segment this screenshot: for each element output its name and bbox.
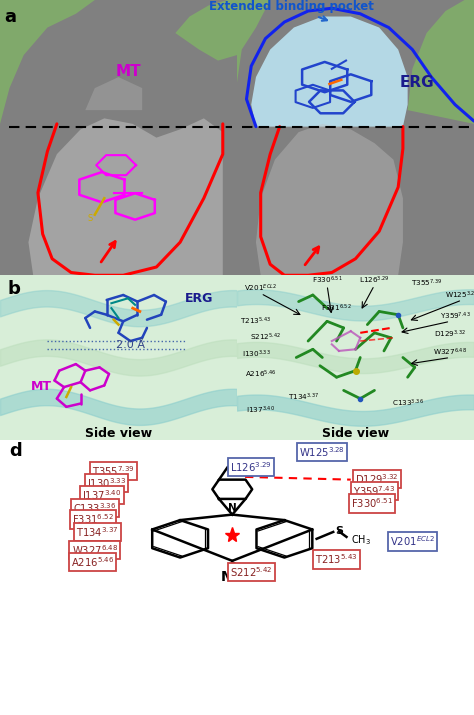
Text: W125$^{3.28}$: W125$^{3.28}$ xyxy=(300,445,345,459)
Text: I130$^{3.33}$: I130$^{3.33}$ xyxy=(242,348,270,360)
Text: ERG: ERG xyxy=(185,292,213,305)
Text: Extended binding pocket: Extended binding pocket xyxy=(209,1,374,21)
Text: C133$^{3.36}$: C133$^{3.36}$ xyxy=(73,501,117,515)
Text: I137$^{3.40}$: I137$^{3.40}$ xyxy=(246,405,275,416)
Text: I137$^{3.40}$: I137$^{3.40}$ xyxy=(82,488,121,502)
Text: d: d xyxy=(9,443,22,460)
Text: F330$^{6.51}$: F330$^{6.51}$ xyxy=(351,497,393,511)
Text: Orthosteric binding pocket: Orthosteric binding pocket xyxy=(137,296,337,310)
Text: Side view: Side view xyxy=(322,427,389,440)
Text: a: a xyxy=(5,9,17,26)
Text: MT: MT xyxy=(115,64,141,79)
Text: T355$^{7.39}$: T355$^{7.39}$ xyxy=(411,278,442,289)
Text: S: S xyxy=(336,526,344,536)
Text: I130$^{3.33}$: I130$^{3.33}$ xyxy=(87,476,126,490)
Text: S212$^{5.42}$: S212$^{5.42}$ xyxy=(250,332,281,343)
Text: F331$^{6.52}$: F331$^{6.52}$ xyxy=(321,302,352,314)
Text: T355$^{7.39}$: T355$^{7.39}$ xyxy=(92,464,135,478)
Text: L126$^{3.29}$: L126$^{3.29}$ xyxy=(230,460,272,474)
Text: Y359$^{7.43}$: Y359$^{7.43}$ xyxy=(440,311,470,322)
Text: F331$^{6.52}$: F331$^{6.52}$ xyxy=(73,513,114,526)
Text: MT: MT xyxy=(220,571,244,584)
Text: C133$^{3.36}$: C133$^{3.36}$ xyxy=(392,398,424,409)
Text: V201$^{ECL2}$: V201$^{ECL2}$ xyxy=(390,535,435,548)
Text: A216$^{5.46}$: A216$^{5.46}$ xyxy=(245,368,277,380)
Text: 2.0 Å: 2.0 Å xyxy=(116,340,145,350)
Text: W327$^{6.48}$: W327$^{6.48}$ xyxy=(72,543,118,557)
Text: T134$^{3.37}$: T134$^{3.37}$ xyxy=(288,391,319,403)
Text: A216$^{5.46}$: A216$^{5.46}$ xyxy=(71,556,114,569)
Polygon shape xyxy=(175,0,237,61)
Text: D129$^{3.32}$: D129$^{3.32}$ xyxy=(355,472,399,485)
Text: Y359$^{7.43}$: Y359$^{7.43}$ xyxy=(354,484,395,498)
Text: b: b xyxy=(7,280,20,298)
Text: L126$^{3.29}$: L126$^{3.29}$ xyxy=(359,275,390,286)
Polygon shape xyxy=(28,119,223,275)
Text: CH$_3$: CH$_3$ xyxy=(351,533,371,547)
Text: Side view: Side view xyxy=(85,427,152,440)
Polygon shape xyxy=(237,0,270,82)
Polygon shape xyxy=(256,124,403,275)
Text: MT: MT xyxy=(31,380,52,393)
Text: W125$^{3.28}$: W125$^{3.28}$ xyxy=(445,290,474,301)
Text: D129$^{3.32}$: D129$^{3.32}$ xyxy=(434,329,466,340)
Text: S212$^{5.42}$: S212$^{5.42}$ xyxy=(230,565,273,578)
Text: N: N xyxy=(228,503,237,513)
Text: S: S xyxy=(87,214,93,223)
Text: F330$^{6.51}$: F330$^{6.51}$ xyxy=(312,275,342,286)
Text: T134$^{3.37}$: T134$^{3.37}$ xyxy=(76,525,118,539)
Text: T213$^{5.43}$: T213$^{5.43}$ xyxy=(315,553,358,566)
Text: V201$^{ECL2}$: V201$^{ECL2}$ xyxy=(244,282,277,294)
Text: W327$^{6.48}$: W327$^{6.48}$ xyxy=(433,347,467,358)
Polygon shape xyxy=(251,16,408,127)
Text: H$_3$C: H$_3$C xyxy=(231,457,253,470)
Text: S: S xyxy=(228,562,236,572)
Polygon shape xyxy=(408,0,474,124)
Polygon shape xyxy=(0,0,95,124)
Text: ERG: ERG xyxy=(400,75,435,90)
Polygon shape xyxy=(85,77,142,110)
Text: T213$^{5.43}$: T213$^{5.43}$ xyxy=(240,315,272,327)
